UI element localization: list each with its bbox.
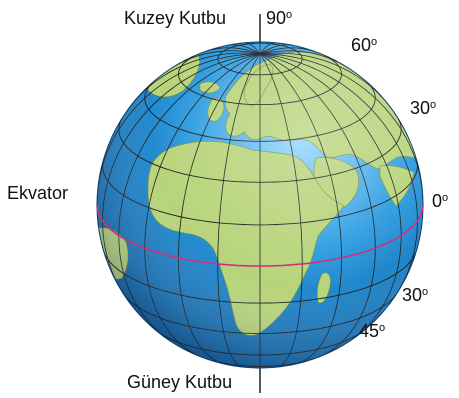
latitude-30n-value: 30: [410, 98, 430, 118]
latitude-60-label: 60o: [351, 35, 377, 55]
south-pole-label: Güney Kutbu: [127, 372, 232, 392]
degree-mark: o: [430, 99, 436, 111]
latitude-0-label: 0o: [432, 191, 448, 211]
degree-mark: o: [379, 322, 385, 334]
degree-mark: o: [442, 192, 448, 204]
globe-shading: [97, 42, 423, 368]
latitude-90-label: 90o: [266, 8, 292, 28]
degree-mark: o: [371, 36, 377, 48]
degree-mark: o: [422, 286, 428, 298]
equator-line: [96, 204, 424, 267]
degree-mark: o: [286, 9, 292, 21]
latitude-30s-value: 30: [402, 285, 422, 305]
north-pole-label: Kuzey Kutbu: [124, 8, 226, 28]
latitude-90-value: 90: [266, 8, 286, 28]
latitude-0-value: 0: [432, 191, 442, 211]
latitude-45s-value: 45: [359, 321, 379, 341]
latitude-30n-label: 30o: [410, 98, 436, 118]
equator-label: Ekvator: [7, 183, 68, 203]
latitude-45s-label: 45o: [359, 321, 385, 341]
latitude-30s-label: 30o: [402, 285, 428, 305]
latitude-60-value: 60: [351, 35, 371, 55]
